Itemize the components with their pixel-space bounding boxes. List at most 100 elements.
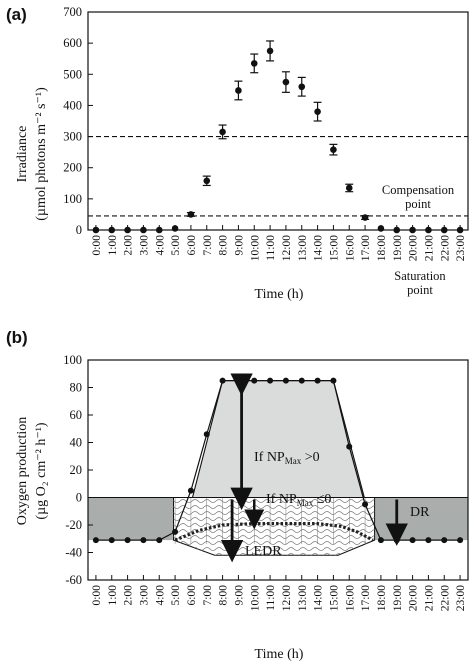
oxygen-production-point (409, 537, 416, 544)
panel-b-y-tick-label: -40 (65, 546, 82, 560)
np-negative-prefix: If NP (266, 492, 297, 507)
panel-a-x-tick-label: 14:00 (313, 235, 325, 261)
panel-a-ylabel-line2: (µmol photons m⁻² s⁻¹) (34, 87, 49, 221)
panel-b-plot-frame (87, 359, 469, 581)
panel-a-x-tick-label: 6:00 (186, 235, 198, 256)
oxygen-production-point (124, 537, 131, 544)
np-max-positive-label: If NPMax >0 (254, 450, 320, 466)
saturation-label-line1: Saturation (394, 269, 446, 283)
panel-a-y-tick-label: 600 (63, 36, 82, 50)
panel-b-x-tick-label: 22:00 (439, 585, 451, 611)
oxygen-production-point (457, 537, 464, 544)
irradiance-point (203, 177, 211, 185)
panel-b-x-tick-label: 8:00 (218, 585, 230, 606)
panel-b-y-tick-label: 40 (70, 436, 83, 450)
oxygen-production-point (187, 487, 194, 494)
panel-b-arrows (220, 373, 408, 563)
panel-b-x-tick-label: 5:00 (170, 585, 182, 606)
dr-label: DR (410, 505, 430, 520)
panel-b-y-tick-label: -60 (65, 573, 82, 587)
panel-b-x-tick-label: 2:00 (123, 585, 135, 606)
oxygen-production-point (314, 377, 321, 384)
panel-a-x-tick-label: 16:00 (344, 235, 356, 261)
oxygen-production-point (92, 537, 99, 544)
panel-a-x-tick-label: 2:00 (123, 235, 135, 256)
irradiance-point (219, 128, 226, 136)
ledr-label: LEDR (245, 544, 282, 559)
oxygen-production-point (267, 377, 274, 384)
panel-b-ticks: -60 -40 -20 0 20 40 60 80 100 0:00 1:00 2:00 3:00 4:0… (63, 353, 467, 611)
panel-a-y-axis-title: Irradiance (µmol photons m⁻² s⁻¹) (15, 87, 49, 221)
np-positive-suffix: >0 (301, 450, 319, 465)
irradiance-point (314, 108, 321, 115)
panel-a-y-tick-label: 400 (63, 98, 82, 112)
irradiance-point (361, 214, 369, 221)
oxygen-production-point (282, 377, 289, 384)
panel-a-x-tick-label: 23:00 (455, 235, 467, 261)
panel-b-x-tick-label: 23:00 (455, 585, 467, 611)
irradiance-point (377, 225, 385, 232)
panel-b-ylabel-line2: (µg O₂ cm⁻² h⁻¹) (34, 422, 49, 519)
np-negative-curve (174, 522, 374, 542)
panel-a-x-tick-label: 15:00 (328, 235, 340, 261)
panel-a-x-tick-label: 7:00 (202, 235, 214, 256)
panel-a-y-tick-label: 300 (63, 130, 82, 144)
panel-a-x-tick-label: 3:00 (138, 235, 150, 256)
panel-a-y-tick-label: 100 (63, 192, 82, 206)
panel-b-y-axis-title: Oxygen production (µg O₂ cm⁻² h⁻¹) (15, 417, 49, 525)
panel-a-x-tick-label: 11:00 (265, 235, 277, 261)
panel-a-x-tick-label: 20:00 (408, 235, 420, 261)
panel-a-x-tick-label: 19:00 (392, 235, 404, 261)
panel-a-annotations: Saturation point Compensation point (88, 136, 468, 297)
panel-b-x-tick-label: 9:00 (233, 585, 245, 606)
panel-b-x-tick-label: 16:00 (344, 585, 356, 611)
panel-a-x-tick-label: 1:00 (107, 235, 119, 256)
panel-b-ylabel-line1: Oxygen production (15, 417, 30, 525)
oxygen-production-point (362, 501, 369, 508)
panel-b-x-tick-label: 20:00 (408, 585, 420, 611)
oxygen-production-point (140, 537, 147, 544)
panel-a-x-tick-label: 12:00 (281, 235, 293, 261)
panel-a-ticks: 0 100 200 300 400 500 600 700 0:00 1:00 2:00 3:00 4:… (63, 5, 467, 261)
panel-b-x-tick-label: 4:00 (154, 585, 166, 606)
panel-b-y-tick-label: 100 (63, 353, 82, 367)
panel-b-x-tick-label: 3:00 (138, 585, 150, 606)
panel-a-y-tick-label: 700 (63, 5, 82, 19)
panel-a-y-tick-label: 200 (63, 161, 82, 175)
oxygen-production-point (441, 537, 448, 544)
oxygen-production-point (156, 537, 163, 544)
panel-b-regions (88, 380, 468, 556)
panel-b-x-tick-label: 7:00 (202, 585, 214, 606)
net-production-area (191, 380, 366, 499)
panel-a-x-tick-label: 22:00 (439, 235, 451, 261)
panel-b: (b) If NPMax >0 If NPMax ≤0 LEDR DR Oxyg… (6, 328, 469, 662)
panel-b-y-tick-label: -20 (65, 518, 82, 532)
irradiance-point (266, 47, 274, 55)
panel-a-x-tick-label: 18:00 (376, 235, 388, 261)
panel-a-letter: (a) (6, 5, 27, 24)
irradiance-point (250, 60, 258, 67)
panel-a-x-tick-label: 10:00 (249, 235, 261, 261)
panel-a-y-tick-label: 500 (63, 67, 82, 81)
np-positive-prefix: If NP (254, 450, 285, 465)
compensation-label-line1: Compensation (382, 183, 455, 197)
panel-a: (a) Saturation point Compensation point … (6, 5, 469, 302)
panel-b-x-tick-label: 18:00 (376, 585, 388, 611)
panel-b-y-tick-label: 80 (70, 381, 83, 395)
panel-b-x-tick-label: 19:00 (392, 585, 404, 611)
oxygen-production-point (346, 443, 353, 450)
panel-b-x-tick-label: 11:00 (265, 585, 277, 611)
panel-b-x-tick-label: 13:00 (297, 585, 309, 611)
panel-b-y-tick-label: 20 (70, 463, 83, 477)
irradiance-point (345, 184, 353, 192)
panel-a-y-tick-label: 0 (76, 223, 82, 237)
panel-b-x-tick-label: 12:00 (281, 585, 293, 611)
oxygen-production-point (377, 537, 384, 544)
np-positive-sub: Max (285, 456, 302, 466)
irradiance-point (171, 225, 179, 232)
panel-a-x-tick-label: 17:00 (360, 235, 372, 261)
irradiance-point (282, 78, 290, 86)
panel-b-x-tick-label: 21:00 (423, 585, 435, 611)
panel-a-x-tick-label: 8:00 (218, 235, 230, 256)
panel-b-x-tick-label: 14:00 (313, 585, 325, 611)
